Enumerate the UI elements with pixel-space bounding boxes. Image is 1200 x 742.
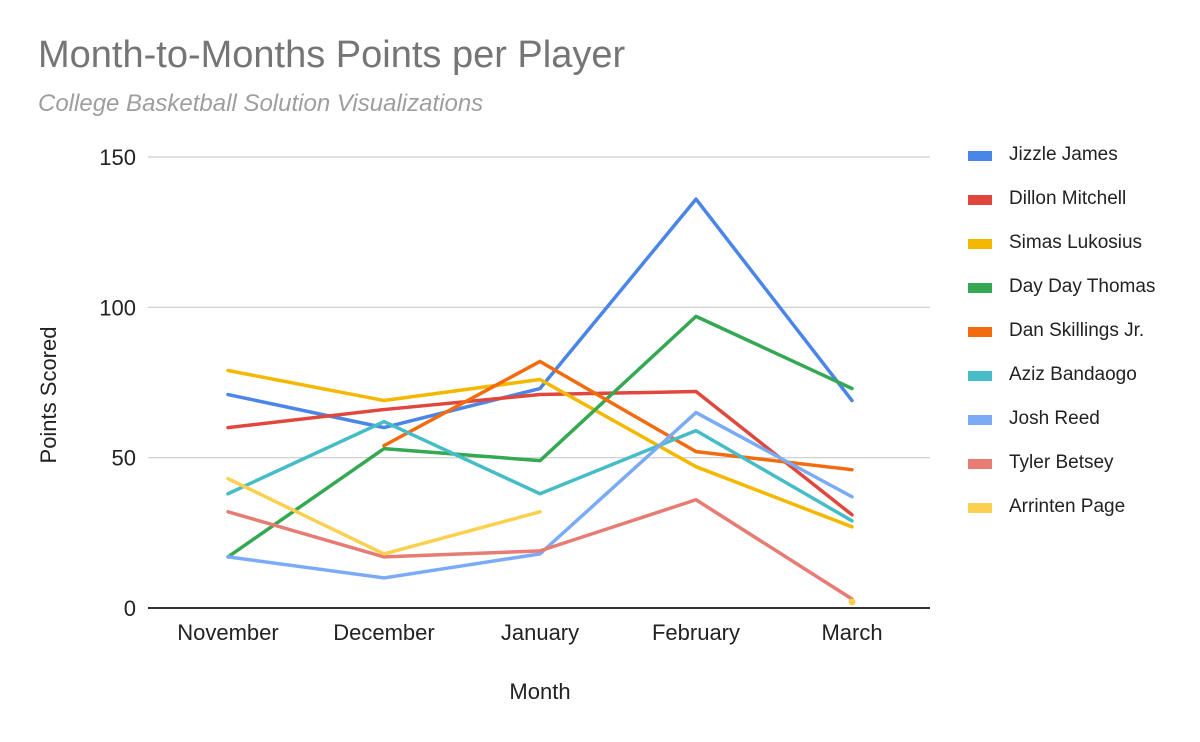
series-path [226,368,854,529]
legend-label: Aziz Bandaogo [1009,364,1137,385]
legend-swatch [968,327,992,337]
legend-label: Josh Reed [1009,408,1100,429]
series-path [226,476,542,556]
x-axis-title: Month [509,679,570,704]
series-path [226,389,854,517]
legend-swatch [968,239,992,249]
legend-item: Josh Reed [968,406,1193,450]
legend-swatch [968,415,992,425]
chart-title: Month-to-Months Points per Player [38,34,626,76]
x-tick-label: January [501,620,579,645]
legend-label: Tyler Betsey [1009,452,1114,473]
x-tick-label: March [821,620,882,645]
x-tick-label: February [652,620,740,645]
legend-swatch [968,503,992,513]
legend-swatch [968,195,992,205]
data-point [848,598,856,606]
series-line [226,389,854,517]
y-tick-label: 100 [99,295,136,320]
legend-swatch [968,371,992,381]
legend: Jizzle James Dillon Mitchell Simas Lukosiu… [968,142,1193,538]
y-tick-label: 50 [112,446,136,471]
legend-label: Dan Skillings Jr. [1009,320,1145,341]
axes: 0 50 100 150 November December January February… [99,145,930,645]
legend-item: Dan Skillings Jr. [968,318,1193,362]
legend-label: Simas Lukosius [1009,232,1143,253]
legend-item: Day Day Thomas [968,274,1193,318]
series-line [226,410,854,580]
series-line [226,368,854,529]
legend-label: Arrinten Page [1009,496,1126,517]
series-path [226,498,854,601]
series-path [226,410,854,580]
legend-swatch [968,151,992,161]
series-line [382,359,854,472]
series-path [382,359,854,472]
y-axis-title: Points Scored [36,327,61,464]
series-line [226,419,854,523]
y-tick-label: 0 [124,596,136,621]
legend-label: Dillon Mitchell [1009,188,1127,209]
legend-item: Simas Lukosius [968,230,1193,274]
y-tick-label: 150 [99,145,136,170]
legend-item: Tyler Betsey [968,450,1193,494]
legend-swatch [968,459,992,469]
chart-subtitle: College Basketball Solution Visualizatio… [38,90,484,117]
series-line [226,476,856,606]
x-tick-label: November [177,620,278,645]
legend-item: Dillon Mitchell [968,186,1193,230]
series-lines [226,197,856,606]
legend-label: Day Day Thomas [1009,276,1156,297]
series-line [226,314,854,559]
legend-item: Jizzle James [968,142,1193,186]
x-tick-label: December [333,620,434,645]
legend-swatch [968,283,992,293]
series-path [226,314,854,559]
series-path [226,419,854,523]
legend-item: Aziz Bandaogo [968,362,1193,406]
legend-item: Arrinten Page [968,494,1193,538]
legend-label: Jizzle James [1009,144,1118,165]
series-line [226,498,854,601]
gridlines [148,156,930,459]
